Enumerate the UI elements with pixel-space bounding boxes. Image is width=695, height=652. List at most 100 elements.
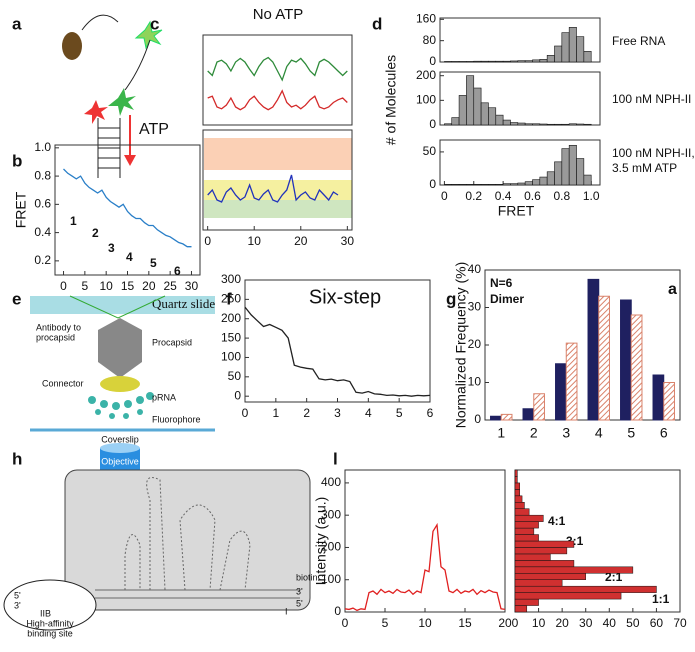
hist-bar [514, 476, 518, 484]
rna-stems [124, 477, 251, 591]
panel-label: l [333, 449, 338, 468]
x-tick-label: 0.4 [495, 189, 512, 203]
panel-label: g [446, 289, 456, 308]
objective-label: Objective [101, 456, 139, 466]
y-tick-label: 80 [423, 33, 437, 47]
hist-bar [451, 117, 460, 126]
panel-label: d [372, 14, 382, 33]
hist-bar [546, 171, 555, 186]
hist-bar [451, 61, 460, 63]
line-series [207, 56, 348, 82]
bar [522, 408, 535, 421]
hist-bar [488, 184, 497, 186]
hist-bar [576, 123, 585, 126]
bar [533, 393, 545, 421]
x-tick-label: 25 [163, 279, 177, 293]
prna [88, 392, 154, 419]
hist-bar [502, 119, 511, 126]
bar [490, 415, 502, 421]
end-label: 3' [14, 600, 21, 610]
site-label: High-affinity [26, 618, 74, 628]
strand [124, 39, 151, 91]
hist-bar [568, 27, 577, 63]
corner-label: a [668, 281, 677, 298]
hist-bar [466, 75, 475, 126]
hist-bar [532, 123, 541, 126]
y-tick-label: 200 [221, 311, 241, 325]
line-series [63, 168, 192, 248]
x-tick-label: 70 [673, 616, 687, 630]
x-tick-label: 2 [303, 406, 310, 420]
prna-label: pRNA [152, 392, 176, 402]
hist-bar [554, 123, 563, 126]
hist-bar [583, 51, 592, 63]
x-tick-label: 0 [204, 234, 211, 248]
y-tick-label: 0 [429, 117, 436, 131]
x-tick-label: 50 [626, 616, 640, 630]
site-label: binding site [27, 628, 73, 638]
hist-bar [514, 547, 568, 555]
hist-bar [546, 123, 555, 126]
hist-bar [517, 122, 526, 126]
x-tick-label: 3 [562, 425, 570, 441]
x-tick-label: 15 [458, 616, 472, 630]
hist-bar [561, 148, 570, 186]
hist-bar [514, 573, 586, 580]
y-tick-label: 40 [468, 262, 482, 276]
y-axis-label: # of Molecules [383, 55, 399, 145]
y-tick-label: 400 [321, 475, 341, 489]
x-tick-label: 0 [242, 406, 249, 420]
y-tick-label: 0 [474, 412, 481, 426]
hist-bar [514, 579, 563, 587]
chart-title: Six-step [309, 286, 381, 308]
y-tick-label: 300 [221, 272, 241, 286]
y-tick-label: 0 [429, 177, 436, 191]
x-tick-label: 6 [660, 425, 668, 441]
hist-bar [514, 489, 520, 497]
annotation: Dimer [490, 292, 524, 306]
hist-bar [473, 60, 482, 63]
band-green [204, 200, 352, 218]
line-series [244, 306, 431, 397]
hist-bar [524, 123, 533, 126]
hist-bar [488, 60, 497, 63]
hist-bar [510, 122, 519, 126]
y-tick-label: 0.2 [34, 253, 51, 267]
x-axis-label: FRET [498, 203, 535, 219]
hist-bar [495, 184, 504, 186]
y-tick-label: 0.6 [34, 197, 51, 211]
hist-bar [480, 102, 489, 126]
panel-label: f [226, 289, 232, 308]
y-tick-label: 150 [221, 330, 241, 344]
diagram-h: 5' 3' IIB High-affinity binding site bio… [3, 469, 318, 638]
hist-bar [514, 508, 530, 516]
y-tick-label: 200 [416, 68, 436, 82]
chart-title: 100 nM NPH-II, [612, 146, 695, 160]
annotation: 1:1 [652, 592, 670, 606]
x-tick-label: 30 [341, 234, 355, 248]
hist-bar [495, 114, 504, 126]
y-axis-label: Normalized Frequency (%) [453, 262, 469, 429]
hist-bar [458, 61, 467, 63]
bar [620, 299, 632, 421]
hist-bar [524, 181, 533, 186]
hist-bar [583, 123, 592, 126]
hist-bar [502, 60, 511, 63]
hist-bar [514, 592, 622, 600]
x-tick-label: 5 [627, 425, 635, 441]
band-orange [204, 138, 352, 170]
hist-bar [514, 495, 523, 503]
iib-label: IIB [40, 608, 51, 618]
procapsid [98, 318, 142, 378]
x-tick-label: 60 [650, 616, 664, 630]
hist-bar [466, 184, 475, 186]
y-tick-label: 0 [334, 604, 341, 618]
x-tick-label: 1 [272, 406, 279, 420]
x-tick-label: 5 [396, 406, 403, 420]
hist-bar [568, 144, 577, 186]
star-green [134, 20, 163, 50]
i-label: I [285, 606, 288, 616]
chart-title: No ATP [253, 6, 304, 23]
hist-bar [576, 158, 585, 186]
